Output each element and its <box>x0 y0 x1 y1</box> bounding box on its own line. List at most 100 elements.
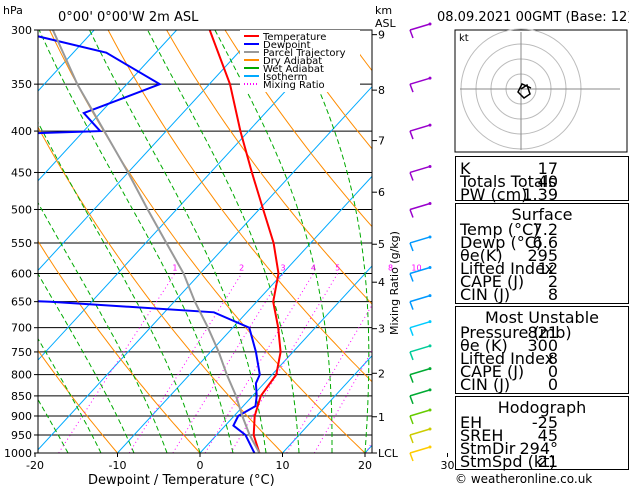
surface-value: 8 <box>547 285 558 304</box>
hodograph-trace <box>517 83 532 99</box>
most-unstable-box: Most Unstable Pressure (mb) 821 θe (K) 300 L… <box>455 306 629 394</box>
temperature-tick-label: 20 <box>358 459 372 472</box>
wet-adiabat <box>214 30 333 453</box>
index-label: PW (cm) <box>460 185 528 204</box>
index-value: 17 <box>537 159 558 178</box>
wind-barb-dot <box>428 388 432 392</box>
surface-row: Dewp (°C) 6.6 <box>456 233 628 252</box>
index-label: Totals Totals <box>460 172 557 191</box>
wind-barb-dot <box>428 235 432 239</box>
surface-label: Lifted Index <box>460 259 555 278</box>
mixing-ratio-axis-label: Mixing Ratio (g/kg) <box>388 231 401 335</box>
most-unstable-row: CAPE (J) 0 <box>456 362 628 381</box>
dry-adiabat <box>49 30 366 453</box>
wind-barb-flag <box>409 83 414 93</box>
surface-value: 12 <box>537 259 558 278</box>
surface-row: CIN (J) 8 <box>456 285 628 304</box>
legend-label: Temperature <box>262 32 326 43</box>
plot-frame <box>37 29 373 454</box>
most-unstable-label: θe (K) <box>460 336 508 355</box>
mixing-ratio-label: 2 <box>239 264 244 273</box>
hodograph-unit-label: kt <box>459 33 469 44</box>
wind-barb <box>409 165 431 174</box>
wind-barb <box>409 428 431 436</box>
legend-label: Dry Adiabat <box>263 56 322 67</box>
wind-barb-dot <box>428 408 432 412</box>
surface-value: 6.6 <box>532 233 558 252</box>
surface-label: θe(K) <box>460 246 503 265</box>
most-unstable-label: CIN (J) <box>460 375 511 394</box>
pressure-tick-label: 550 <box>11 237 32 250</box>
hodograph-stat-value: 21 <box>537 452 558 471</box>
wind-barbs <box>409 22 432 462</box>
km-tick-label: LCL <box>378 447 399 460</box>
isotherm <box>199 265 372 453</box>
wind-barb <box>409 124 431 132</box>
km-tick-label: 3 <box>378 323 385 336</box>
surface-row: Temp (°C) 7.2 <box>456 220 628 239</box>
surface-label: Temp (°C) <box>460 220 540 239</box>
most-unstable-row: θe (K) 300 <box>456 336 628 355</box>
copyright: © weatheronline.co.uk <box>455 472 592 486</box>
legend-label: Dewpoint <box>263 40 311 51</box>
location-label: 0°00' 0°00'W 2m ASL <box>58 10 199 25</box>
wind-barb-dot <box>428 427 432 431</box>
surface-row: θe(K) 295 <box>456 246 628 265</box>
mixing-ratio-label: 8 <box>388 264 393 273</box>
mixing-ratio-line <box>204 273 314 453</box>
pressure-tick-label: 600 <box>11 268 32 281</box>
most-unstable-row: CIN (J) 0 <box>456 375 628 394</box>
temperature-tick-label: -20 <box>26 459 44 472</box>
wind-barb-dot <box>428 320 432 324</box>
hodograph-stat-label: EH <box>460 413 483 432</box>
legend-label: Isotherm <box>263 72 307 83</box>
wind-barb <box>409 345 431 353</box>
surface-box: Surface Temp (°C) 7.2 Dewp (°C) 6.6 θe(K) 295… <box>455 203 629 304</box>
wet-adiabat <box>38 337 102 453</box>
wind-barb <box>409 202 431 211</box>
wet-adiabat <box>38 121 201 453</box>
wind-barb-dot <box>428 76 432 80</box>
hodograph-stat-label: StmSpd (kt) <box>460 452 556 471</box>
km-tick-label: 2 <box>378 367 385 380</box>
wind-barb-dot <box>428 344 432 348</box>
index-value: 40 <box>537 172 558 191</box>
isotherm <box>38 30 343 361</box>
index-value: 1.39 <box>522 185 558 204</box>
km-unit-label: km <box>375 4 392 17</box>
hodograph-stat-value: 294° <box>519 439 558 458</box>
hodograph-stat-value: -25 <box>531 413 558 432</box>
temperature-tick-label: 0 <box>197 459 204 472</box>
pressure-tick-label: 500 <box>11 203 32 216</box>
wind-barb <box>409 409 431 417</box>
wind-barb-flag <box>409 327 414 336</box>
km-tick-label: 8 <box>378 84 385 97</box>
most-unstable-row: Pressure (mb) 821 <box>456 323 628 342</box>
temperature-tick-label: 30 <box>441 459 455 472</box>
hodograph-stat-row: SREH 45 <box>456 426 628 445</box>
wind-barb <box>409 367 431 376</box>
background-lines <box>38 30 372 453</box>
wet-adiabat <box>89 30 267 453</box>
wind-barb-dot <box>428 123 432 127</box>
wind-barb-flag <box>409 242 414 252</box>
wind-barb-flag <box>409 434 414 444</box>
km-tick-label: 5 <box>378 238 385 251</box>
index-label: K <box>460 159 471 178</box>
surface-value: 7.2 <box>532 220 558 239</box>
isotherm <box>117 175 372 453</box>
wind-barb-flag <box>409 374 414 383</box>
surface-value: 295 <box>527 246 558 265</box>
hodograph-table-title: Hodograph <box>497 398 587 417</box>
series-dewpoint <box>38 35 261 453</box>
pressure-tick-label: 400 <box>11 125 32 138</box>
wet-adiabat <box>38 398 69 453</box>
wind-barb-dot <box>428 294 432 298</box>
wind-barb <box>409 446 431 454</box>
legend-label: Parcel Trajectory <box>263 48 346 59</box>
most-unstable-value: 0 <box>547 362 558 381</box>
wind-barb-flag <box>409 452 414 462</box>
isotherm <box>282 354 372 453</box>
